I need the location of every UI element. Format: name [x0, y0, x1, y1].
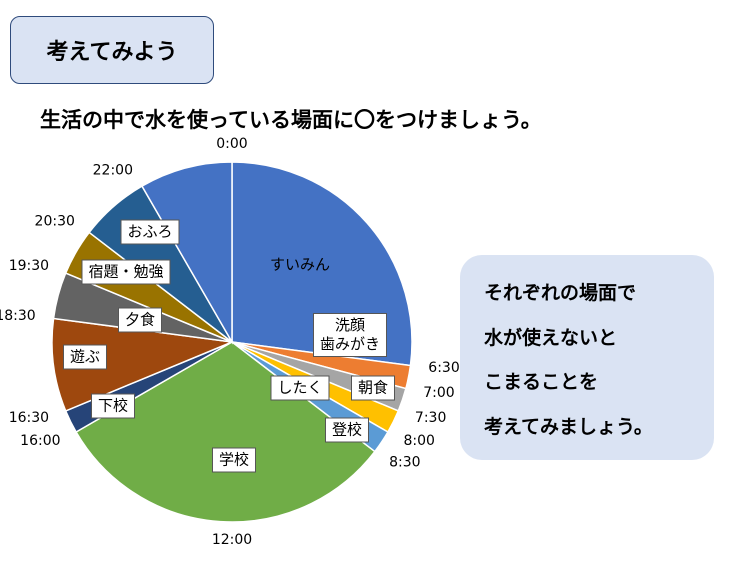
clock-tick-label: 7:00 [423, 385, 454, 401]
clock-tick-label: 18:30 [0, 308, 36, 324]
note-line: 考えてみましょう。 [484, 415, 653, 438]
clock-tick-label: 22:00 [93, 163, 133, 179]
pie-slice [75, 341, 376, 523]
slice-label: 朝食 [350, 375, 396, 401]
slice-label: したく [270, 375, 330, 401]
pie-slice [51, 317, 235, 412]
clock-tick-label: 6:30 [428, 360, 459, 376]
slice-label: おふろ [120, 219, 180, 245]
clock-tick-label: 0:00 [216, 136, 247, 152]
slice-label: 宿題・勉強 [81, 259, 171, 285]
header-title: 考えてみよう [10, 16, 214, 84]
slice-label: すいみん [269, 255, 331, 274]
note-box: それぞれの場面で 水が使えないと こまることを 考えてみましょう。 [460, 255, 714, 460]
slice-label: 洗顔 歯みがき [312, 313, 388, 357]
clock-tick-label: 20:30 [35, 213, 75, 229]
clock-tick-label: 16:30 [9, 410, 49, 426]
slice-label: 学校 [211, 447, 257, 473]
note-line: 水が使えないと [484, 326, 618, 349]
clock-tick-label: 7:30 [415, 410, 446, 426]
clock-tick-label: 19:30 [9, 258, 49, 274]
pie-slice [140, 161, 233, 345]
clock-tick-label: 8:30 [389, 455, 420, 471]
pie-chart: 0:00 6:30 7:00 7:30 8:00 8:30 12:00 16:00 16:30 1… [0, 136, 460, 548]
note-line: こまることを [484, 371, 599, 393]
clock-tick-label: 16:00 [20, 433, 60, 449]
clock-tick-label: 12:00 [212, 532, 252, 548]
slice-label: 登校 [324, 417, 370, 443]
slice-label: 遊ぶ [62, 344, 108, 370]
slice-label: 夕食 [117, 307, 163, 333]
note-line: それぞれの場面で [484, 282, 637, 304]
instruction: 生活の中で水を使っている場面に〇をつけましょう。 [40, 108, 542, 132]
slice-label: 下校 [90, 393, 136, 419]
clock-tick-label: 8:00 [403, 433, 434, 449]
